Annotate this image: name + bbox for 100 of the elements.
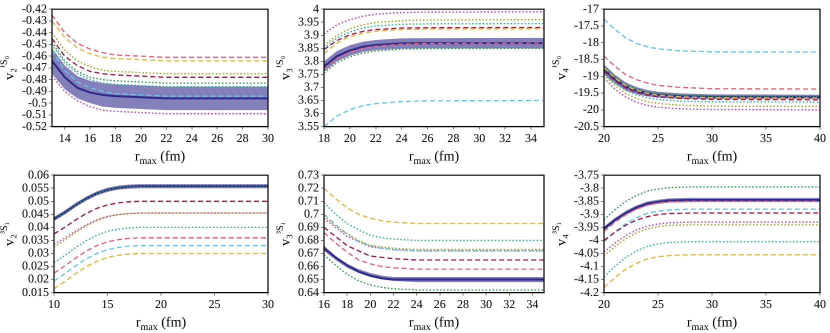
- y-tick-label: 0.65: [298, 272, 319, 286]
- y-tick-label: 3.55: [298, 118, 319, 133]
- y-tick-label: 3.75: [298, 66, 319, 81]
- y-axis-title: v₄³S₁: [551, 222, 570, 246]
- y-axis-title: v₃¹S₀: [275, 55, 294, 80]
- x-tick-label: 24: [396, 130, 408, 145]
- line-series: [52, 32, 268, 74]
- x-tick-label: 34: [525, 130, 538, 145]
- x-tick-label: 28: [447, 130, 460, 145]
- x-tick-label: 40: [814, 296, 826, 311]
- y-tick-label: -3.85: [574, 193, 599, 208]
- x-tick-label: 22: [387, 296, 400, 311]
- x-tick-label: 30: [706, 296, 718, 311]
- x-tick-label: 30: [262, 296, 274, 311]
- y-tick-label: -19: [582, 68, 599, 82]
- y-tick-label: 0.055: [22, 180, 49, 194]
- x-tick-label: 18: [110, 130, 122, 145]
- line-series: [324, 226, 544, 261]
- y-tick-label: -0.46: [22, 48, 47, 62]
- x-tick-label: 24: [186, 130, 198, 145]
- y-tick-label: 0.04: [28, 220, 49, 234]
- y-tick-label: 3.85: [298, 40, 319, 54]
- x-tick-label: 20: [364, 296, 376, 311]
- line-series: [324, 188, 544, 224]
- y-tick-label: 0.06: [28, 167, 49, 182]
- y-tick-label: 0.025: [22, 258, 49, 273]
- y-tick-label: -0.48: [22, 72, 47, 86]
- y-tick-label: -0.51: [22, 107, 47, 122]
- line-series: [604, 18, 820, 53]
- x-tick-label: 22: [160, 130, 172, 145]
- y-tick-label: -17.5: [574, 18, 599, 32]
- line-series: [54, 244, 268, 282]
- line-series: [52, 14, 268, 58]
- y-tick-label: 0.68: [298, 232, 319, 247]
- y-tick-label: -4.2: [580, 284, 599, 299]
- y-tick-label: -3.75: [574, 167, 599, 182]
- y-tick-label: 0.72: [298, 180, 319, 194]
- y-tick-label: -18: [582, 34, 599, 49]
- y-tick-label: 0.015: [22, 284, 49, 299]
- line-series: [54, 252, 268, 290]
- line-series: [604, 56, 820, 90]
- y-tick-label: 0.73: [298, 167, 319, 182]
- line-series: [324, 22, 544, 49]
- line-series: [604, 241, 820, 278]
- y-tick-label: 0.71: [298, 193, 319, 208]
- y-tick-label: -3.95: [574, 220, 599, 234]
- y-tick-label: 0.64: [298, 284, 319, 299]
- y-tick-label: 0.66: [298, 258, 319, 273]
- y-tick-label: 3.9: [304, 27, 319, 42]
- y-tick-label: -0.49: [22, 84, 47, 98]
- line-series: [324, 232, 544, 270]
- y-tick-label: 0.7: [304, 206, 319, 220]
- line-series: [324, 48, 544, 74]
- line-series: [52, 38, 268, 78]
- x-tick-label: 32: [499, 130, 512, 145]
- y-tick-label: -18.5: [574, 52, 599, 66]
- y-tick-label: -0.44: [22, 24, 47, 39]
- x-tick-label: 40: [814, 130, 826, 145]
- x-tick-label: 26: [434, 296, 446, 311]
- x-tick-label: 24: [410, 296, 423, 311]
- x-tick-label: 30: [262, 130, 274, 145]
- x-tick-label: 18: [318, 130, 330, 145]
- y-axis-title: v₄¹S₀: [551, 55, 570, 80]
- y-tick-label: 0.02: [28, 272, 49, 286]
- y-tick-label: -19.5: [574, 85, 599, 100]
- y-tick-label: -0.43: [22, 13, 47, 28]
- y-tick-label: 3.8: [304, 54, 319, 68]
- x-tick-label: 20: [598, 296, 610, 311]
- x-tick-label: 28: [456, 296, 469, 311]
- x-tick-label: 26: [211, 130, 224, 145]
- y-axis-title: v₂¹S₀: [0, 55, 18, 80]
- x-tick-label: 16: [84, 130, 96, 145]
- y-tick-label: 0.69: [298, 220, 319, 234]
- y-tick-label: -20.5: [574, 118, 599, 133]
- y-tick-label: -3.9: [580, 206, 599, 220]
- y-tick-label: 3.95: [298, 14, 319, 28]
- line-series: [324, 254, 544, 291]
- y-tick-label: 3.6: [304, 106, 319, 120]
- line-series: [324, 11, 544, 35]
- y-tick-label: -0.45: [22, 36, 47, 51]
- x-tick-label: 25: [652, 130, 664, 145]
- y-tick-label: 0.67: [298, 246, 319, 260]
- y-tick-label: 0.05: [28, 193, 49, 208]
- y-tick-label: 3.65: [298, 92, 319, 107]
- y-tick-label: -0.42: [22, 1, 47, 16]
- x-tick-label: 35: [760, 130, 772, 145]
- y-tick-label: -4.15: [574, 272, 599, 286]
- x-tick-label: 15: [102, 296, 114, 311]
- line-series: [604, 254, 820, 288]
- line-series: [54, 237, 268, 274]
- y-tick-label: 3.7: [304, 80, 319, 94]
- y-tick-label: -17: [582, 1, 599, 16]
- line-series: [324, 100, 544, 127]
- x-tick-label: 20: [344, 130, 356, 145]
- line-series: [324, 28, 544, 54]
- x-tick-label: 10: [48, 296, 60, 311]
- x-tick-label: 16: [318, 296, 330, 311]
- x-tick-label: 18: [341, 296, 354, 311]
- y-tick-label: -0.47: [22, 60, 47, 74]
- y-tick-label: -20: [582, 102, 599, 116]
